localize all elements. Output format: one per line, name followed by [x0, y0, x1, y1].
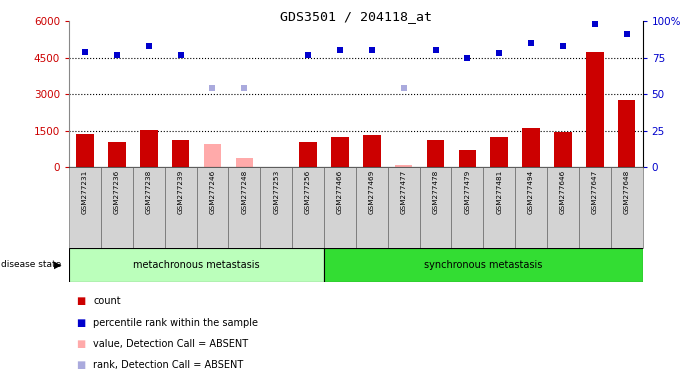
Bar [547, 167, 579, 248]
Text: ▶: ▶ [54, 260, 61, 270]
Text: GSM277647: GSM277647 [591, 169, 598, 214]
Bar [324, 167, 356, 248]
Bar [459, 150, 476, 167]
Text: GSM277494: GSM277494 [528, 169, 534, 214]
Point [621, 31, 632, 37]
Bar [101, 167, 133, 248]
Point [558, 43, 569, 49]
Bar [618, 100, 636, 167]
Bar [261, 167, 292, 248]
Bar [196, 167, 229, 248]
Bar [611, 167, 643, 248]
Bar [419, 167, 451, 248]
Bar [69, 167, 101, 248]
Point [334, 47, 346, 53]
Point [589, 21, 600, 27]
Text: rank, Detection Call = ABSENT: rank, Detection Call = ABSENT [93, 360, 243, 370]
Bar [172, 140, 189, 167]
Bar [204, 144, 221, 167]
Bar [108, 142, 126, 167]
Point [366, 47, 377, 53]
Bar [388, 167, 419, 248]
Bar [229, 167, 261, 248]
Text: GSM277239: GSM277239 [178, 169, 184, 214]
Text: count: count [93, 296, 121, 306]
Bar [299, 142, 317, 167]
Point [143, 43, 154, 49]
Bar [451, 167, 483, 248]
Bar [491, 137, 508, 167]
Point [430, 47, 441, 53]
Bar [427, 140, 444, 167]
Bar [292, 167, 324, 248]
Text: GSM277478: GSM277478 [433, 169, 439, 214]
Bar [586, 51, 604, 167]
Text: value, Detection Call = ABSENT: value, Detection Call = ABSENT [93, 339, 248, 349]
Text: disease state: disease state [1, 260, 61, 270]
Bar [522, 128, 540, 167]
Point [79, 49, 91, 55]
Text: GSM277256: GSM277256 [305, 169, 311, 214]
Bar [331, 137, 349, 167]
Bar [554, 132, 571, 167]
Text: GSM277248: GSM277248 [241, 169, 247, 214]
Text: metachronous metastasis: metachronous metastasis [133, 260, 260, 270]
Bar [356, 167, 388, 248]
Text: GSM277231: GSM277231 [82, 169, 88, 214]
Text: synchronous metastasis: synchronous metastasis [424, 260, 542, 270]
Bar [164, 167, 196, 248]
Point [239, 85, 250, 91]
Text: ■: ■ [76, 339, 85, 349]
Bar [579, 167, 611, 248]
Text: ■: ■ [76, 360, 85, 370]
Bar [76, 134, 94, 167]
Text: ■: ■ [76, 318, 85, 328]
Text: GSM277469: GSM277469 [369, 169, 375, 214]
Bar [395, 165, 413, 167]
Text: GSM277477: GSM277477 [401, 169, 407, 214]
Bar [515, 167, 547, 248]
Bar [140, 130, 158, 167]
Bar [133, 167, 164, 248]
Bar [236, 158, 253, 167]
Text: GSM277466: GSM277466 [337, 169, 343, 214]
Point [493, 50, 504, 56]
Point [207, 85, 218, 91]
Point [111, 51, 122, 58]
Bar [483, 167, 515, 248]
Bar [69, 248, 324, 282]
Text: GSM277648: GSM277648 [624, 169, 630, 214]
Text: GSM277253: GSM277253 [273, 169, 279, 214]
Text: GSM277479: GSM277479 [464, 169, 471, 214]
Text: ■: ■ [76, 296, 85, 306]
Text: percentile rank within the sample: percentile rank within the sample [93, 318, 258, 328]
Point [462, 55, 473, 61]
Point [398, 85, 409, 91]
Bar [363, 136, 381, 167]
Text: GSM277246: GSM277246 [209, 169, 216, 214]
Text: GSM277646: GSM277646 [560, 169, 566, 214]
Bar [324, 248, 643, 282]
Point [175, 51, 186, 58]
Text: GSM277481: GSM277481 [496, 169, 502, 214]
Text: GSM277236: GSM277236 [114, 169, 120, 214]
Point [303, 51, 314, 58]
Text: GSM277238: GSM277238 [146, 169, 152, 214]
Point [526, 40, 537, 46]
Text: GDS3501 / 204118_at: GDS3501 / 204118_at [280, 10, 432, 23]
